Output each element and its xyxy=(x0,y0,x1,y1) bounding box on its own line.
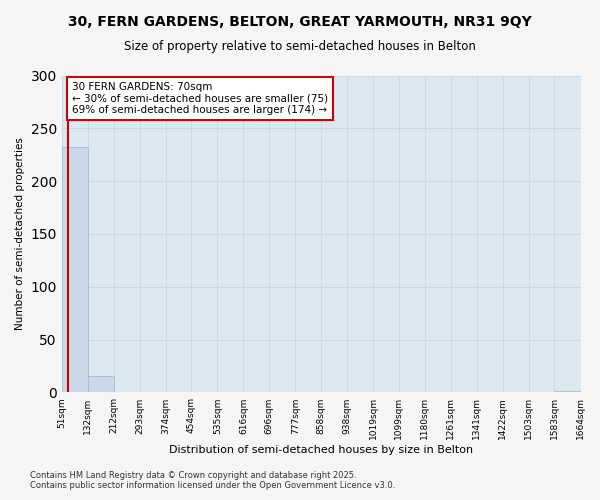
Y-axis label: Number of semi-detached properties: Number of semi-detached properties xyxy=(15,138,25,330)
Bar xyxy=(62,148,88,392)
Text: Contains HM Land Registry data © Crown copyright and database right 2025.
Contai: Contains HM Land Registry data © Crown c… xyxy=(30,470,395,490)
Text: 30 FERN GARDENS: 70sqm
← 30% of semi-detached houses are smaller (75)
69% of sem: 30 FERN GARDENS: 70sqm ← 30% of semi-det… xyxy=(72,82,328,115)
X-axis label: Distribution of semi-detached houses by size in Belton: Distribution of semi-detached houses by … xyxy=(169,445,473,455)
Text: 30, FERN GARDENS, BELTON, GREAT YARMOUTH, NR31 9QY: 30, FERN GARDENS, BELTON, GREAT YARMOUTH… xyxy=(68,15,532,29)
Text: Size of property relative to semi-detached houses in Belton: Size of property relative to semi-detach… xyxy=(124,40,476,53)
Bar xyxy=(88,376,113,392)
